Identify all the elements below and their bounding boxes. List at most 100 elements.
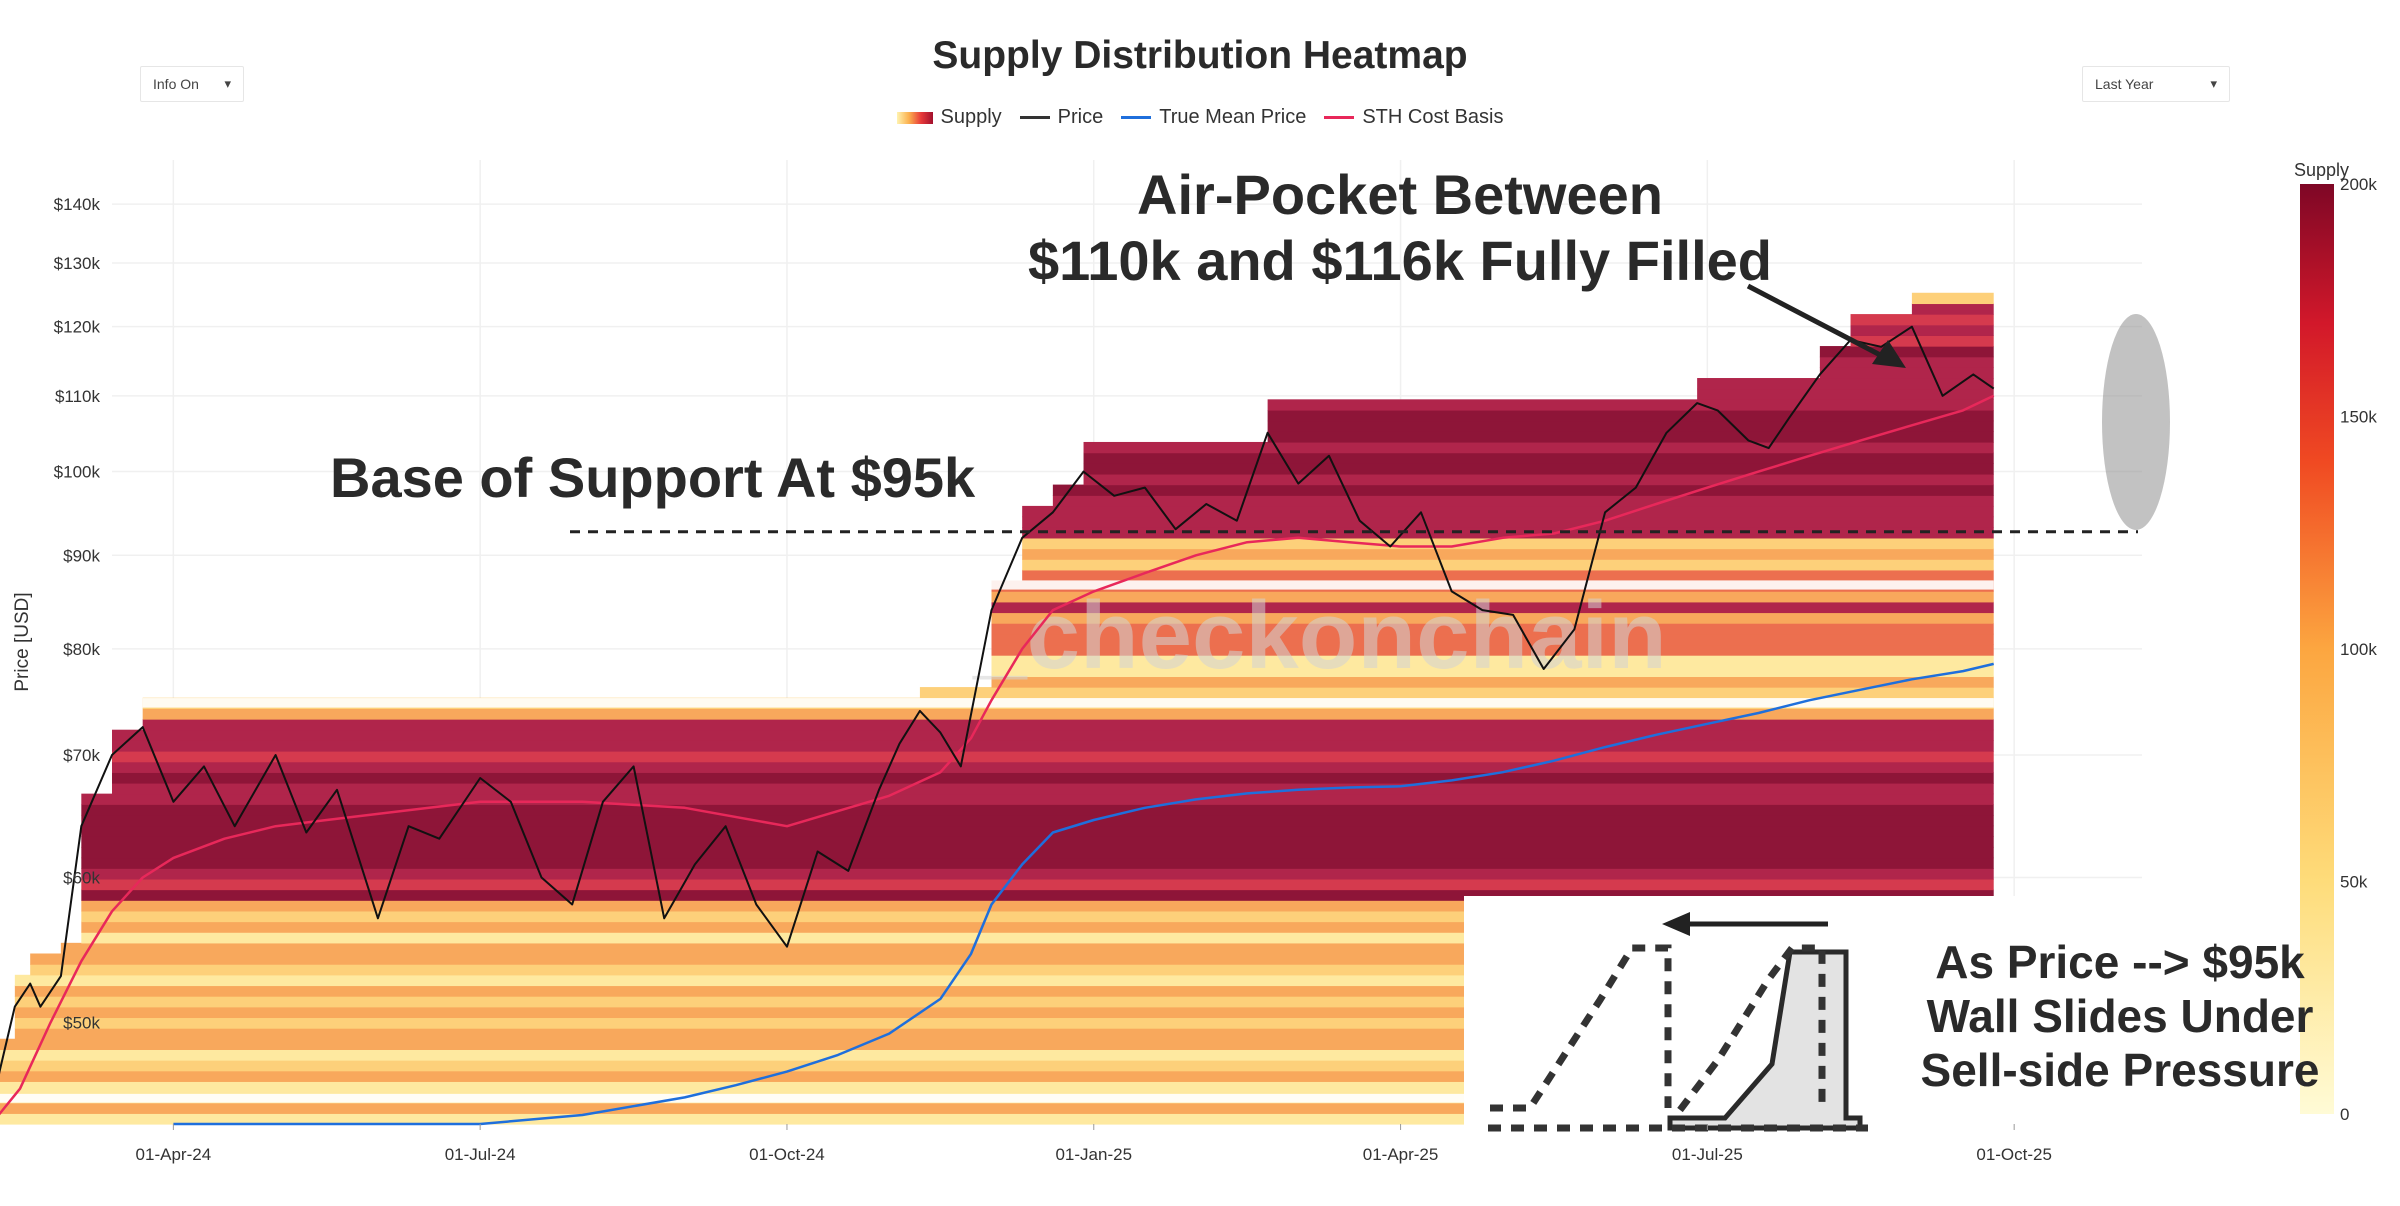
legend-label: Supply xyxy=(940,106,1002,128)
supply-band xyxy=(112,751,1994,763)
time-range-dropdown[interactable]: Last Year ▾ xyxy=(2082,66,2230,102)
annotation-line: Wall Slides Under xyxy=(1926,989,2314,1042)
air-pocket-ellipse xyxy=(2102,314,2170,530)
supply-band xyxy=(81,910,1994,923)
supply-gap-band xyxy=(0,1093,1994,1103)
x-tick-label: 01-Oct-25 xyxy=(1976,1145,2052,1164)
air-pocket-annotation: Air-Pocket Between $110k and $116k Fully… xyxy=(890,162,1910,293)
y-tick-label: $140k xyxy=(54,195,101,214)
supply-band xyxy=(991,633,1994,646)
legend-label: Price xyxy=(1057,106,1104,128)
true-mean-price-line xyxy=(173,662,1994,1126)
supply-band xyxy=(991,623,1994,635)
supply-band xyxy=(1267,399,1994,411)
y-tick-label: $70k xyxy=(63,746,100,765)
x-tick-label: 01-Jul-24 xyxy=(445,1145,516,1164)
supply-band xyxy=(991,665,1994,678)
supply-band xyxy=(81,921,1994,933)
colorbar-bar xyxy=(2300,184,2334,1114)
supply-band xyxy=(1850,324,1994,336)
supply-band xyxy=(1819,346,1994,358)
supply-band xyxy=(81,878,1994,891)
supply-band xyxy=(1083,463,1994,475)
legend-item-true-mean[interactable]: True Mean Price xyxy=(1121,106,1306,129)
supply-band xyxy=(112,782,1994,795)
supply-band xyxy=(0,1060,1994,1072)
supply-band xyxy=(1083,441,1994,454)
supply-band xyxy=(1911,303,1994,315)
colorbar-tick-label: 0 xyxy=(2340,1105,2349,1124)
chart-legend: Supply Price True Mean Price STH Cost Ba… xyxy=(0,106,2400,129)
supply-band xyxy=(112,740,1994,752)
supply-band xyxy=(14,996,1994,1008)
supply-band xyxy=(112,761,1994,773)
mid-wall-dashed xyxy=(1677,944,1826,1113)
supply-band xyxy=(14,1017,1994,1029)
supply-band xyxy=(1022,548,1994,560)
supply-band xyxy=(1052,495,1994,507)
y-tick-label: $110k xyxy=(55,387,101,406)
x-tick-label: 01-Apr-25 xyxy=(1363,1145,1439,1164)
annotation-line: As Price --> $95k xyxy=(1935,936,2305,988)
supply-band xyxy=(81,932,1994,944)
supply-band xyxy=(1697,388,1994,400)
supply-band xyxy=(919,687,1994,699)
y-tick-label: $100k xyxy=(54,463,101,482)
wall-slide-inset xyxy=(1464,896,2140,1132)
y-axis-label: Price [USD] xyxy=(12,592,33,691)
price-line xyxy=(0,325,1995,1075)
info-toggle-dropdown[interactable]: Info On ▾ xyxy=(140,66,244,102)
sth-cost-basis-line xyxy=(0,394,1995,1116)
supply-band xyxy=(991,612,1994,624)
supply-band xyxy=(1022,537,1994,550)
air-pocket-arrowhead xyxy=(1872,340,1906,368)
colorbar: Supply 0 50k 100k 150k 200k xyxy=(2294,160,2377,1124)
supply-band xyxy=(112,729,1994,741)
supply-band xyxy=(30,964,1994,976)
legend-label: True Mean Price xyxy=(1159,106,1307,128)
chevron-down-icon: ▾ xyxy=(2210,76,2217,91)
supply-band xyxy=(1819,367,1994,379)
supply-band xyxy=(1083,452,1994,464)
supply-band xyxy=(60,942,1994,955)
old-wall-dashed xyxy=(1490,944,1672,1112)
supply-band xyxy=(81,825,1994,837)
supply-band xyxy=(81,868,1994,880)
colorbar-tick-label: 150k xyxy=(2340,408,2377,427)
sth-line-swatch xyxy=(1324,116,1355,119)
supply-band xyxy=(0,1102,1994,1114)
supply-band xyxy=(991,655,1994,667)
supply-band xyxy=(81,900,1994,912)
x-tick-label: 01-Jul-25 xyxy=(1672,1145,1743,1164)
x-tick-label: 01-Oct-24 xyxy=(749,1145,825,1164)
colorbar-tick-label: 100k xyxy=(2340,640,2377,659)
supply-band xyxy=(0,1081,1994,1093)
supply-band xyxy=(1022,559,1994,571)
support-annotation: Base of Support At $95k xyxy=(330,446,976,509)
supply-band xyxy=(1697,378,1994,390)
supply-band xyxy=(81,814,1994,827)
supply-heatmap xyxy=(0,292,1994,1125)
supply-band xyxy=(81,804,1994,816)
legend-item-price[interactable]: Price xyxy=(1019,106,1104,129)
supply-band xyxy=(0,1038,1994,1051)
chevron-down-icon: ▾ xyxy=(224,76,231,91)
supply-band xyxy=(14,985,1994,997)
colorbar-title: Supply xyxy=(2294,160,2349,180)
supply-band xyxy=(142,708,1994,720)
chart-title: Supply Distribution Heatmap xyxy=(932,34,1468,77)
supply-band xyxy=(1052,484,1994,496)
supply-band xyxy=(1267,431,1994,443)
x-tick-label: 01-Jan-25 xyxy=(1055,1145,1132,1164)
sell-side-annotation: As Price --> $95k Wall Slides Under Sell… xyxy=(1870,936,2370,1097)
y-tick-label: $80k xyxy=(63,640,100,659)
supply-band xyxy=(14,1028,1994,1040)
supply-band xyxy=(991,601,1994,614)
supply-band xyxy=(14,974,1994,987)
supply-band xyxy=(112,772,1994,784)
supply-band xyxy=(991,676,1994,688)
legend-item-sth[interactable]: STH Cost Basis xyxy=(1324,106,1503,129)
supply-band xyxy=(1022,569,1994,582)
legend-item-supply[interactable]: Supply xyxy=(896,106,1002,129)
supply-band xyxy=(81,846,1994,859)
